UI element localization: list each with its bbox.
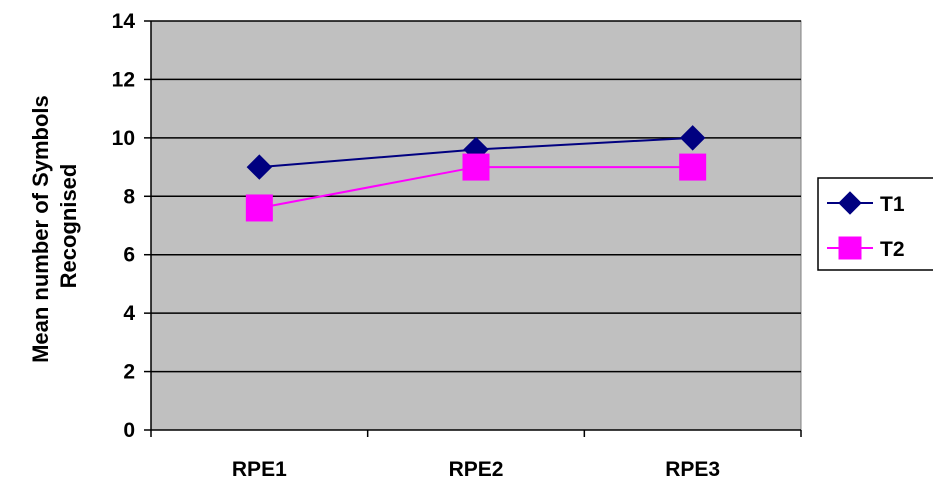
- plot-area: 0 2 4 6 8 10 12 14 RPE1 RPE2 RPE3: [112, 10, 802, 481]
- y-axis-title-line-1: Mean number of Symbols: [28, 95, 53, 363]
- legend-marker: [838, 191, 862, 215]
- y-tick-label: 2: [123, 361, 135, 384]
- y-tick-label: 10: [112, 127, 135, 150]
- y-tick-label: 4: [123, 302, 135, 325]
- legend: T1 T2: [817, 177, 933, 271]
- series-t2: [245, 153, 707, 222]
- x-axis-ticks: RPE1 RPE2 RPE3: [150, 430, 802, 481]
- data-point: [679, 153, 707, 181]
- data-point: [246, 154, 273, 180]
- series-t1: [246, 125, 706, 180]
- y-tick-label: 12: [112, 68, 135, 91]
- y-tick-label: 0: [123, 419, 135, 442]
- data-point: [245, 194, 273, 222]
- legend-label: T2: [880, 238, 905, 261]
- y-axis-title-line-2: Recognised: [56, 164, 81, 289]
- series-layer: [245, 125, 707, 222]
- legend-box: [817, 177, 933, 271]
- y-axis-title: Mean number of Symbols Recognised: [28, 89, 81, 363]
- legend-marker: [838, 236, 862, 260]
- plot-background: [150, 20, 802, 431]
- y-tick-label: 6: [123, 244, 135, 267]
- x-tick-label: RPE2: [449, 458, 504, 481]
- data-point: [462, 153, 490, 181]
- legend-item-t1: T1: [827, 191, 905, 216]
- y-tick-label: 14: [112, 10, 136, 33]
- legend-label: T1: [880, 193, 905, 216]
- y-tick-label: 8: [123, 185, 135, 208]
- x-tick-label: RPE3: [665, 458, 720, 481]
- data-point: [679, 125, 706, 151]
- y-axis-ticks: 0 2 4 6 8 10 12 14: [112, 10, 151, 442]
- legend-item-t2: T2: [827, 236, 905, 261]
- x-tick-label: RPE1: [232, 458, 287, 481]
